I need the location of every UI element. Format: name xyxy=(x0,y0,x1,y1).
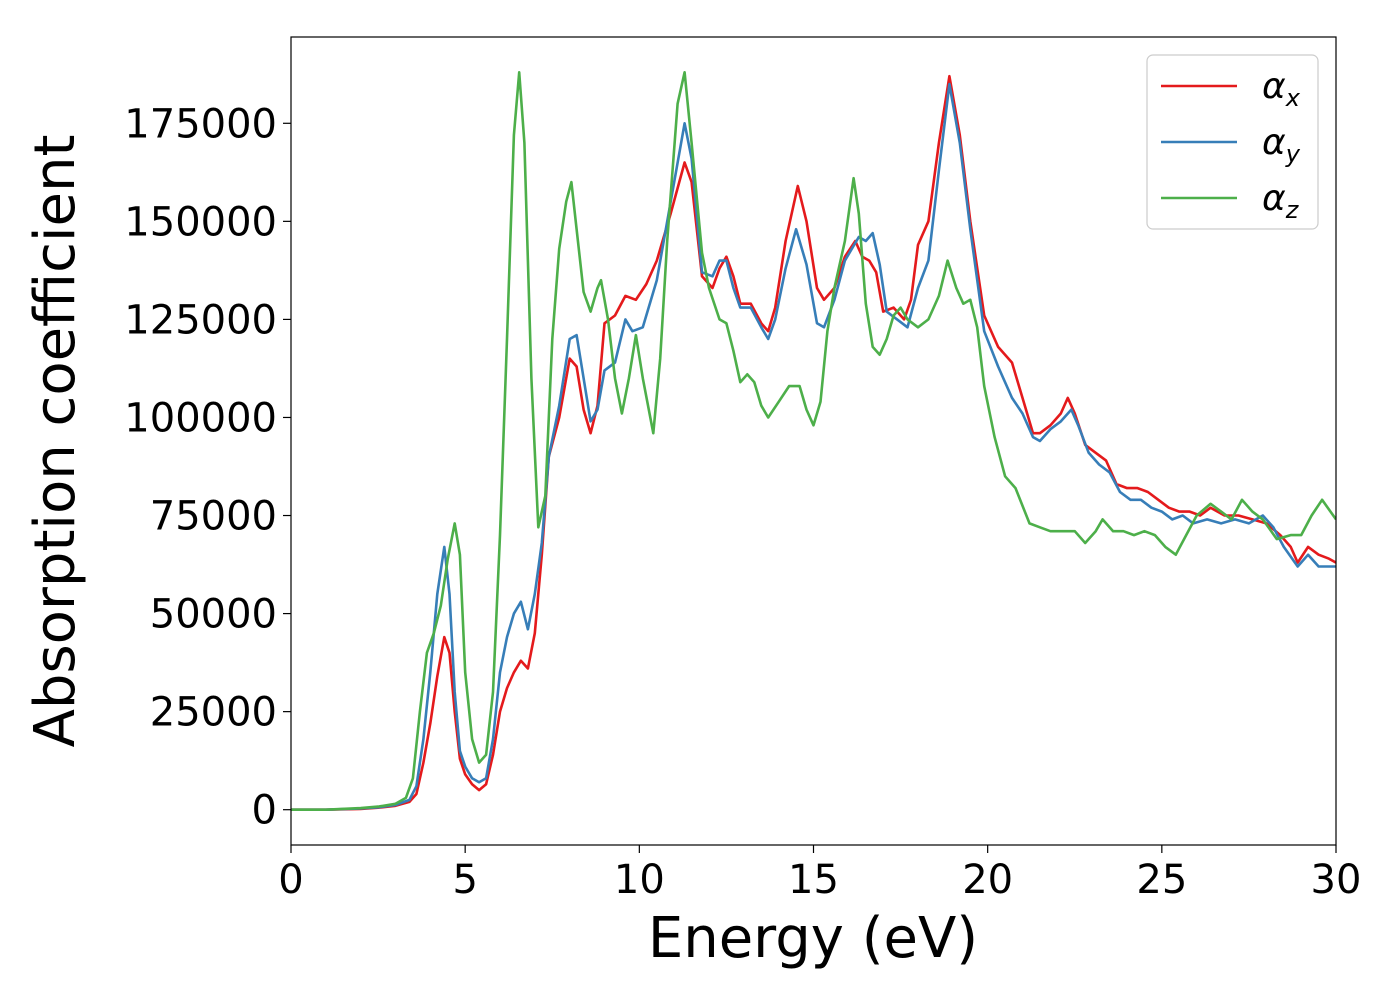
x-axis: 0 5 10 15 20 25 30 xyxy=(278,845,1361,903)
x-tick-label: 5 xyxy=(452,857,477,903)
series-line-y xyxy=(291,82,1336,811)
y-tick-label: 125000 xyxy=(124,297,277,343)
x-tick-label: 0 xyxy=(278,857,303,903)
y-axis-label: Absorption coefficient xyxy=(23,135,88,748)
y-tick-label: 75000 xyxy=(150,494,277,540)
x-tick-label: 25 xyxy=(1136,857,1187,903)
y-tick-label: 100000 xyxy=(124,395,277,441)
series-line-z xyxy=(291,71,1336,811)
y-tick-label: 25000 xyxy=(150,690,277,736)
legend-label-y: αy xyxy=(1262,122,1301,168)
legend-label-main: α xyxy=(1262,66,1286,107)
legend-label-main: α xyxy=(1262,178,1286,219)
legend-label-main: α xyxy=(1262,122,1286,163)
x-tick-label: 15 xyxy=(788,857,839,903)
y-tick-label: 175000 xyxy=(124,101,277,147)
series-line-x xyxy=(291,74,1336,811)
x-axis-label: Energy (eV) xyxy=(648,906,978,971)
legend-label-subscript: x xyxy=(1285,84,1301,112)
x-tick-label: 30 xyxy=(1311,857,1362,903)
y-tick-label: 150000 xyxy=(124,199,277,245)
y-tick-label: 0 xyxy=(252,788,277,834)
y-tick-label: 50000 xyxy=(150,592,277,638)
y-axis: 0 25000 50000 75000 100000 125000 150000 175000 xyxy=(124,101,291,834)
x-tick-label: 20 xyxy=(962,857,1013,903)
legend-label-x: αx xyxy=(1262,66,1301,112)
legend-label-subscript: y xyxy=(1285,140,1301,168)
x-tick-label: 10 xyxy=(614,857,665,903)
legend-label-z: αz xyxy=(1262,178,1300,224)
legend-label-subscript: z xyxy=(1285,196,1300,224)
